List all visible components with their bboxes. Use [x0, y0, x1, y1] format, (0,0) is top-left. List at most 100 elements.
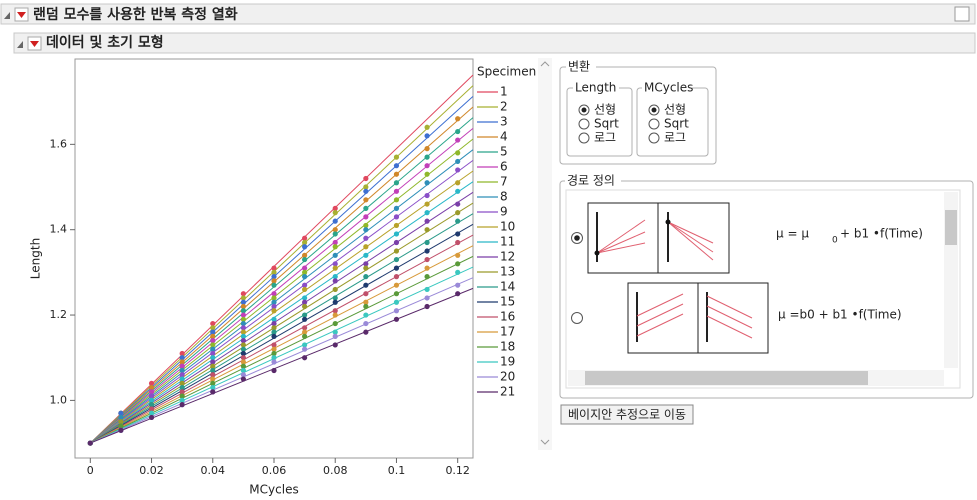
radio[interactable]: [578, 118, 590, 130]
point: [302, 312, 308, 318]
point: [271, 320, 277, 327]
path-line: [667, 221, 714, 261]
path-title: 경로 정의: [567, 174, 615, 188]
h-thumb[interactable]: [585, 371, 868, 385]
sub-title: 데이터 및 초기 모형: [46, 34, 164, 51]
point: [271, 325, 277, 331]
legend-label: 4: [500, 130, 508, 144]
transform-group: [559, 66, 717, 165]
point: [118, 423, 124, 429]
scrollbar[interactable]: [538, 58, 552, 450]
point: [332, 210, 338, 216]
point: [302, 295, 308, 301]
scroll-up[interactable]: [540, 61, 550, 67]
point: [302, 299, 308, 305]
point: [455, 269, 461, 275]
point: [240, 346, 246, 352]
point: [118, 419, 124, 425]
point: [210, 376, 216, 382]
x-tick-label: 0.04: [201, 464, 226, 477]
point: [179, 380, 185, 386]
path-line: [596, 219, 646, 254]
point: [455, 128, 461, 135]
fit-line: [90, 202, 474, 444]
radio-dot: [581, 107, 587, 113]
path-line: [706, 295, 753, 319]
length-title: Length: [575, 81, 616, 95]
point: [302, 303, 308, 310]
v-thumb[interactable]: [945, 210, 957, 245]
point: [455, 231, 461, 237]
point: [363, 291, 369, 297]
origin-dot: [665, 219, 671, 225]
point: [363, 184, 369, 190]
point: [271, 359, 277, 365]
formula: μ = μ: [776, 227, 809, 241]
point: [271, 295, 277, 301]
radio-label[interactable]: 선형: [594, 103, 616, 117]
legend-label: 7: [500, 175, 508, 189]
legend-label: 3: [500, 115, 508, 129]
fit-line: [90, 223, 474, 444]
radio-label[interactable]: 선형: [664, 103, 686, 117]
y-axis-label: Length: [29, 238, 43, 279]
point: [393, 154, 400, 160]
point: [148, 402, 155, 408]
point: [240, 291, 246, 297]
scroll-down[interactable]: [540, 439, 550, 445]
point: [179, 397, 185, 403]
point: [332, 308, 338, 314]
legend-label: 21: [500, 385, 515, 399]
radio-label[interactable]: Sqrt: [594, 117, 619, 131]
path-line: [667, 221, 714, 244]
point: [363, 312, 369, 318]
legend-label: 13: [500, 265, 515, 279]
radio[interactable]: [648, 118, 660, 130]
legend-label: 11: [500, 235, 515, 249]
pin-button[interactable]: [954, 6, 970, 22]
radio[interactable]: [578, 132, 590, 144]
x-tick-label: 0.02: [139, 464, 164, 477]
point: [424, 239, 430, 246]
point: [393, 308, 400, 314]
point: [240, 355, 246, 361]
point: [393, 299, 400, 305]
button-label[interactable]: 베이지안 추정으로 이동: [568, 408, 686, 422]
point: [240, 329, 246, 335]
point: [455, 167, 461, 173]
formula: μ =b0 + b1 •f(Time): [778, 308, 902, 322]
point: [148, 410, 155, 416]
point: [424, 265, 430, 271]
disclosure[interactable]: [4, 12, 10, 19]
legend-label: 19: [500, 355, 515, 369]
point: [424, 171, 430, 177]
point: [363, 222, 369, 229]
point: [332, 312, 338, 318]
radio-label[interactable]: 로그: [594, 131, 616, 145]
point: [87, 440, 93, 446]
radio[interactable]: [648, 132, 660, 144]
point: [393, 171, 400, 177]
x-axis-label: MCycles: [249, 483, 298, 497]
legend-label: 15: [500, 295, 515, 309]
point: [240, 338, 246, 344]
point: [179, 367, 185, 374]
point: [332, 299, 338, 305]
point: [179, 384, 185, 391]
diagram: [697, 282, 769, 354]
x-tick-label: 0.06: [262, 464, 287, 477]
disclosure[interactable]: [17, 41, 23, 48]
radio-label[interactable]: Sqrt: [664, 117, 689, 131]
button[interactable]: [560, 404, 694, 425]
point: [455, 261, 461, 267]
point: [424, 180, 430, 186]
point: [240, 299, 246, 305]
point: [332, 244, 338, 250]
fit-line: [89, 74, 474, 444]
radio[interactable]: [571, 312, 583, 324]
radio-label[interactable]: 로그: [664, 131, 686, 145]
point: [424, 227, 430, 233]
point: [455, 158, 461, 165]
point: [363, 303, 369, 310]
plot-frame: [74, 58, 474, 459]
